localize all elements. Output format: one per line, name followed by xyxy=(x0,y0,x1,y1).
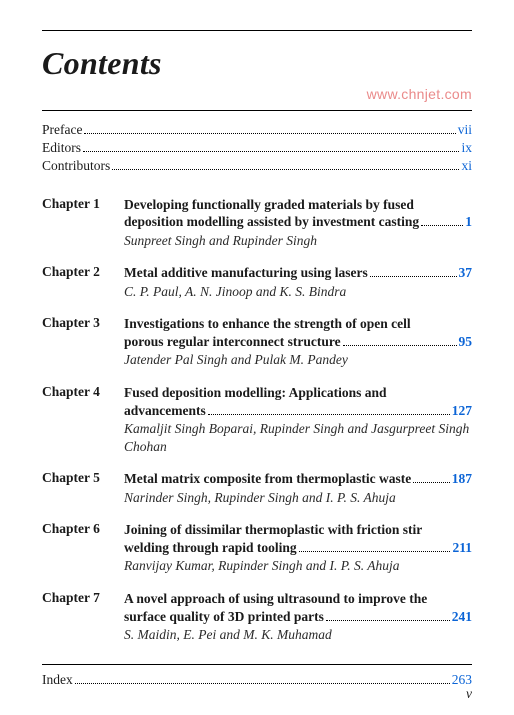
front-matter-list: Preface vii Editors ix Contributors xi xyxy=(42,121,472,176)
chapter-title-line: advancements xyxy=(124,402,206,420)
chapter-number: Chapter 1 xyxy=(42,196,124,250)
leader-dots xyxy=(299,551,451,552)
front-matter-row: Contributors xi xyxy=(42,157,472,175)
rule-mid xyxy=(42,110,472,111)
chapters-list: Chapter 1 Developing functionally graded… xyxy=(42,196,472,644)
chapter-number: Chapter 2 xyxy=(42,264,124,300)
index-label: Index xyxy=(42,671,73,689)
chapter-title-line: Fused deposition modelling: Applications… xyxy=(124,384,472,402)
contents-heading: Contents xyxy=(42,45,472,82)
chapter-title-line: Investigations to enhance the strength o… xyxy=(124,315,472,333)
page-number-footer: v xyxy=(466,686,472,702)
chapter-entry: Chapter 3 Investigations to enhance the … xyxy=(42,315,472,369)
leader-dots xyxy=(413,482,449,483)
leader-dots xyxy=(370,276,457,277)
page-number-link[interactable]: 1 xyxy=(465,213,472,231)
chapter-number: Chapter 6 xyxy=(42,521,124,575)
rule-index xyxy=(42,664,472,665)
chapter-entry: Chapter 4 Fused deposition modelling: Ap… xyxy=(42,384,472,455)
leader-dots xyxy=(83,151,459,152)
page-number-link[interactable]: 127 xyxy=(452,402,472,420)
front-matter-row: Editors ix xyxy=(42,139,472,157)
page-number-link[interactable]: vii xyxy=(458,121,472,139)
chapter-entry: Chapter 5 Metal matrix composite from th… xyxy=(42,470,472,506)
rule-top xyxy=(42,30,472,31)
page-number-link[interactable]: 37 xyxy=(459,264,473,282)
chapter-authors: Kamaljit Singh Boparai, Rupinder Singh a… xyxy=(124,420,472,455)
chapter-number: Chapter 4 xyxy=(42,384,124,455)
chapter-authors: Jatender Pal Singh and Pulak M. Pandey xyxy=(124,351,472,369)
page-number-link[interactable]: 211 xyxy=(452,539,472,557)
chapter-title-line: surface quality of 3D printed parts xyxy=(124,608,324,626)
index-block: Index 263 xyxy=(42,664,472,689)
chapter-authors: S. Maidin, E. Pei and M. K. Muhamad xyxy=(124,626,472,644)
chapter-number: Chapter 5 xyxy=(42,470,124,506)
chapter-authors: C. P. Paul, A. N. Jinoop and K. S. Bindr… xyxy=(124,283,472,301)
front-matter-label: Preface xyxy=(42,121,82,139)
leader-dots xyxy=(112,169,459,170)
front-matter-label: Editors xyxy=(42,139,81,157)
page-number-link[interactable]: ix xyxy=(461,139,472,157)
index-row: Index 263 xyxy=(42,671,472,689)
chapter-authors: Sunpreet Singh and Rupinder Singh xyxy=(124,232,472,250)
leader-dots xyxy=(208,414,450,415)
leader-dots xyxy=(75,683,450,684)
page-number-link[interactable]: 95 xyxy=(459,333,473,351)
leader-dots xyxy=(343,345,457,346)
chapter-entry: Chapter 1 Developing functionally graded… xyxy=(42,196,472,250)
leader-dots xyxy=(326,620,450,621)
chapter-entry: Chapter 7 A novel approach of using ultr… xyxy=(42,590,472,644)
chapter-title-line: Developing functionally graded materials… xyxy=(124,196,472,214)
front-matter-row: Preface vii xyxy=(42,121,472,139)
watermark-text: www.chnjet.com xyxy=(367,86,472,102)
chapter-authors: Ranvijay Kumar, Rupinder Singh and I. P.… xyxy=(124,557,472,575)
chapter-title-line: Metal matrix composite from thermoplasti… xyxy=(124,470,411,488)
chapter-number: Chapter 3 xyxy=(42,315,124,369)
page-number-link[interactable]: 187 xyxy=(452,470,472,488)
chapter-number: Chapter 7 xyxy=(42,590,124,644)
chapter-title-line: porous regular interconnect structure xyxy=(124,333,341,351)
chapter-title-line: welding through rapid tooling xyxy=(124,539,297,557)
chapter-title-line: Metal additive manufacturing using laser… xyxy=(124,264,368,282)
chapter-entry: Chapter 6 Joining of dissimilar thermopl… xyxy=(42,521,472,575)
page-number-link[interactable]: 241 xyxy=(452,608,472,626)
chapter-entry: Chapter 2 Metal additive manufacturing u… xyxy=(42,264,472,300)
chapter-title-line: Joining of dissimilar thermoplastic with… xyxy=(124,521,472,539)
chapter-title-line: A novel approach of using ultrasound to … xyxy=(124,590,472,608)
chapter-title-line: deposition modelling assisted by investm… xyxy=(124,213,419,231)
leader-dots xyxy=(84,133,455,134)
page-number-link[interactable]: xi xyxy=(461,157,472,175)
leader-dots xyxy=(421,225,463,226)
front-matter-label: Contributors xyxy=(42,157,110,175)
chapter-authors: Narinder Singh, Rupinder Singh and I. P.… xyxy=(124,489,472,507)
